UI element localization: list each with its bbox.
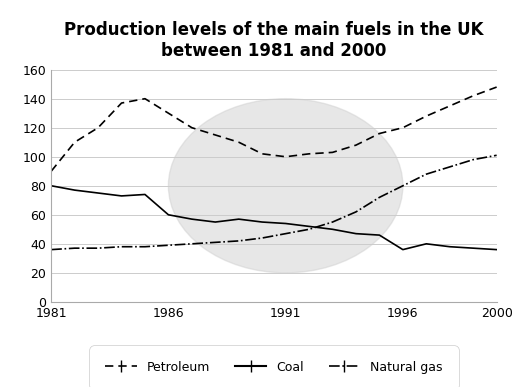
- Title: Production levels of the main fuels in the UK
between 1981 and 2000: Production levels of the main fuels in t…: [64, 21, 484, 60]
- Legend: Petroleum, Coal, Natural gas: Petroleum, Coal, Natural gas: [95, 351, 453, 384]
- Ellipse shape: [168, 99, 403, 273]
